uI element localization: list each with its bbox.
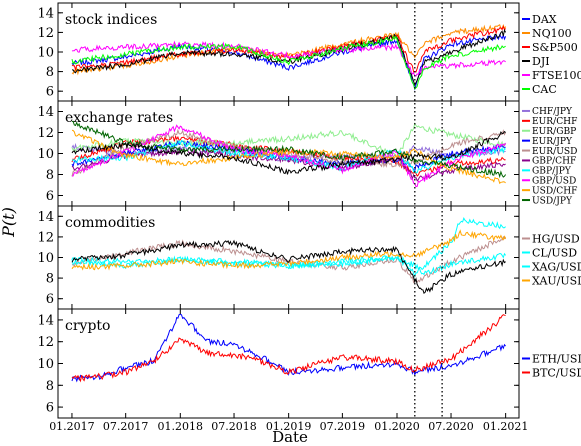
series-line-1-10 — [71, 130, 506, 175]
legend-label: S&P500 — [532, 41, 578, 54]
y-tick-label: 10 — [37, 251, 54, 266]
y-tick-label: 10 — [37, 46, 54, 61]
series-line-2-0 — [71, 235, 507, 284]
panel-title: stock indices — [65, 12, 157, 28]
series-line-1-8 — [71, 129, 506, 185]
series-line-0-4 — [71, 40, 506, 77]
series-line-1-6 — [71, 139, 506, 174]
event-lines — [414, 3, 443, 418]
series-line-2-4 — [71, 239, 506, 295]
legend-label: XAU/USD — [532, 274, 581, 287]
x-tick-label: 07.2018 — [211, 420, 257, 433]
y-tick-label: 14 — [37, 6, 54, 21]
series-line-3-1 — [71, 314, 506, 383]
panel-0: 6 8 10 12 14 stock indices DAXNQ100S&P500DJIFT… — [37, 2, 581, 102]
legend-label: NQ100 — [532, 27, 572, 40]
panel-title: crypto — [65, 318, 110, 334]
y-axis-label: P(t) — [0, 207, 18, 238]
legend-label: DAX — [532, 13, 557, 26]
series-lines — [71, 313, 506, 383]
y-tick-label: 8 — [46, 379, 54, 394]
series-line-1-2 — [71, 122, 506, 159]
panel-frame — [57, 308, 520, 419]
series-line-0-5 — [71, 35, 506, 90]
panel-2: 6 8 10 12 14 commodities HG/USDCL/USDXAG/USDXA… — [37, 205, 581, 310]
legend-label: BTC/USD — [532, 366, 581, 379]
x-tick-label: 01.2017 — [49, 420, 95, 433]
legend: CHF/JPYEUR/CHFEUR/GBPEUR/JPYEUR/USDGBP/C… — [522, 107, 577, 206]
legend-label: EUR/USD — [532, 147, 577, 157]
series-line-0-3 — [72, 28, 507, 87]
panel-title: commodities — [65, 215, 155, 231]
y-tick-label: 12 — [37, 126, 54, 141]
y-tick-label: 10 — [37, 357, 54, 372]
series-lines — [71, 120, 507, 188]
y-tick-label: 12 — [37, 26, 54, 41]
y-tick-label: 10 — [37, 147, 54, 162]
series-line-0-0 — [71, 33, 507, 91]
x-tick-label: 01.2018 — [158, 420, 204, 433]
y-tick-label: 6 — [46, 189, 54, 204]
series-line-2-3 — [71, 229, 507, 271]
legend-label: GBP/CHF — [532, 157, 576, 167]
y-tick-label: 6 — [46, 401, 54, 416]
series-line-1-7 — [71, 124, 507, 188]
x-axis-label: Date — [272, 428, 308, 446]
y-tick-label: 6 — [46, 292, 54, 307]
y-tick-label: 14 — [37, 313, 54, 328]
legend-label: CAC — [532, 83, 557, 96]
y-tick-label: 14 — [37, 105, 54, 120]
legend-label: CL/USD — [532, 246, 577, 259]
legend-label: HG/USD — [532, 232, 580, 245]
x-tick-label: 07.2020 — [428, 420, 474, 433]
legend-label: EUR/CHF — [532, 117, 577, 127]
series-lines — [71, 216, 507, 295]
x-tick-label: 01.2020 — [374, 420, 420, 433]
series-line-3-0 — [71, 313, 506, 383]
legend-label: USD/CHF — [532, 186, 577, 196]
legend-label: XAG/USD — [532, 260, 581, 273]
legend-label: FTSE100 — [532, 69, 581, 82]
legend-label: EUR/GBP — [532, 127, 576, 137]
x-tick-label: 07.2017 — [103, 420, 149, 433]
legend-label: GBP/JPY — [532, 167, 572, 177]
legend-label: GBP/USD — [532, 177, 576, 187]
y-tick-label: 8 — [46, 65, 54, 80]
x-axis: 01.2017 07.2017 01.2018 07.2018 01.2019 07.20… — [49, 420, 528, 433]
y-tick-label: 12 — [37, 230, 54, 245]
series-lines — [71, 23, 507, 91]
y-tick-label: 8 — [46, 272, 54, 287]
y-tick-label: 12 — [37, 335, 54, 350]
series-line-0-2 — [71, 25, 506, 73]
y-tick-label: 8 — [46, 168, 54, 183]
legend-label: EUR/JPY — [532, 137, 573, 147]
panel-title: exchange rates — [65, 110, 173, 126]
legend-label: USD/JPY — [532, 196, 573, 206]
x-tick-label: 01.2021 — [483, 420, 529, 433]
series-line-2-2 — [71, 216, 506, 278]
panels: 6 8 10 12 14 stock indices DAXNQ100S&P500DJIFT… — [37, 2, 581, 419]
y-tick-label: 6 — [46, 85, 54, 100]
legend-label: ETH/USD — [532, 352, 581, 365]
legend-label: CHF/JPY — [532, 107, 573, 117]
legend-label: DJI — [532, 55, 550, 68]
x-tick-label: 01.2019 — [266, 420, 312, 433]
y-tick-label: 14 — [37, 210, 54, 225]
x-tick-label: 07.2019 — [320, 420, 366, 433]
